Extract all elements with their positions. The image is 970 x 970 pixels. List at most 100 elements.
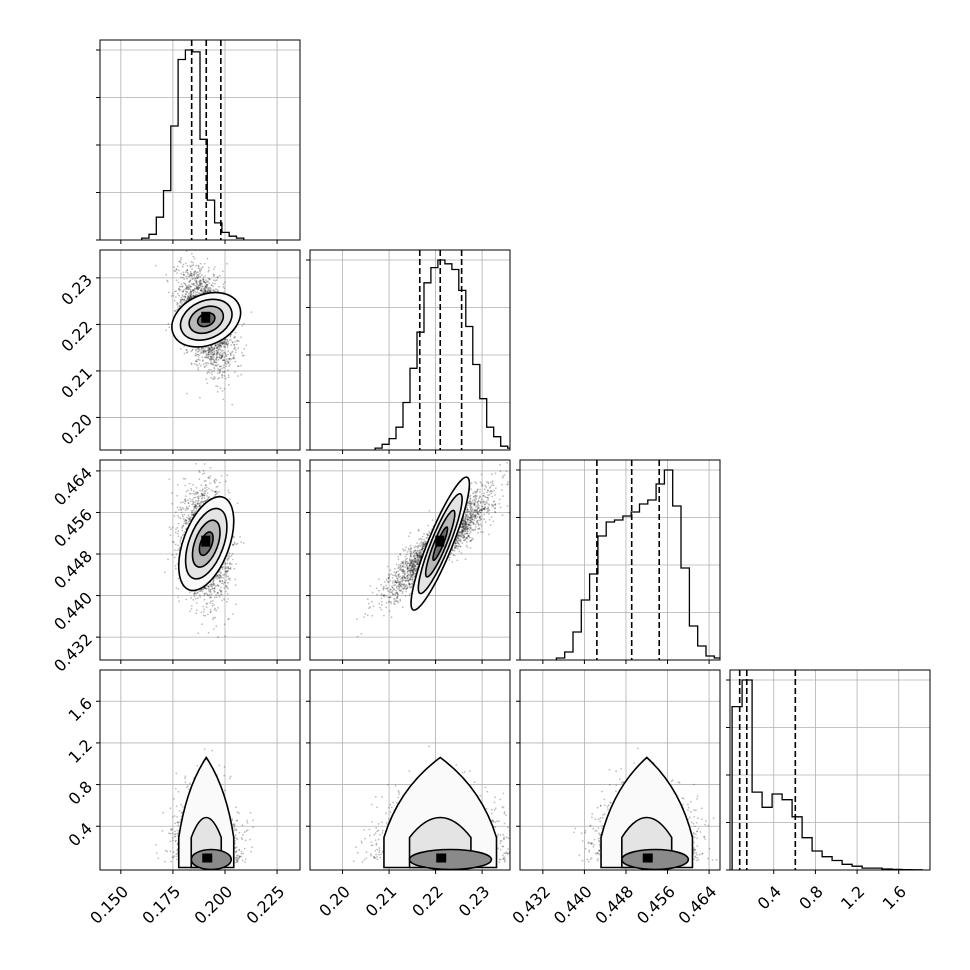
scatter-point <box>200 501 203 504</box>
scatter-point <box>226 344 229 347</box>
scatter-point <box>187 292 190 295</box>
scatter-point <box>185 519 188 522</box>
scatter-point <box>190 489 193 491</box>
scatter-point <box>187 502 190 504</box>
scatter-point <box>185 507 188 510</box>
scatter-point <box>221 355 223 357</box>
scatter-point <box>194 591 196 594</box>
scatter-point <box>183 298 186 301</box>
scatter-point <box>183 520 186 523</box>
scatter-point <box>208 586 210 588</box>
scatter-point <box>223 342 225 344</box>
scatter-point <box>219 342 222 344</box>
scatter-point <box>199 359 201 362</box>
scatter-point <box>203 494 206 497</box>
scatter-point <box>198 281 201 284</box>
scatter-point <box>227 362 230 365</box>
scatter-point <box>184 509 187 512</box>
scatter-point <box>202 347 205 350</box>
scatter-point <box>205 290 207 293</box>
scatter-point <box>222 340 225 343</box>
scatter-point <box>221 343 224 346</box>
scatter-point <box>231 558 234 561</box>
scatter-point <box>194 504 197 506</box>
scatter-point <box>234 336 236 339</box>
scatter-point <box>212 355 215 357</box>
scatter-point <box>218 344 221 346</box>
scatter-point <box>187 520 190 523</box>
scatter-point <box>215 364 217 367</box>
scatter-point <box>200 501 203 503</box>
scatter-point <box>209 611 212 614</box>
scatter-point <box>217 345 220 348</box>
scatter-point <box>201 289 203 292</box>
scatter-point <box>177 530 180 532</box>
scatter-point <box>229 334 232 337</box>
scatter-point <box>200 288 203 291</box>
scatter-point <box>179 538 182 541</box>
scatter-point <box>217 377 219 380</box>
scatter-point <box>182 276 184 279</box>
scatter-point <box>188 296 191 298</box>
scatter-point <box>217 276 219 278</box>
scatter-point <box>194 597 197 600</box>
scatter-point <box>196 288 199 291</box>
scatter-point <box>189 291 192 293</box>
scatter-point <box>208 349 211 352</box>
scatter-point <box>199 289 202 292</box>
scatter-point <box>196 271 199 274</box>
scatter-point <box>227 569 230 572</box>
scatter-point <box>233 343 236 346</box>
scatter-point <box>184 283 187 286</box>
scatter-point <box>190 513 193 516</box>
scatter-point <box>209 286 212 289</box>
scatter-point <box>191 510 194 512</box>
scatter-point <box>215 576 218 578</box>
scatter-point <box>180 296 183 299</box>
scatter-point <box>227 556 230 559</box>
scatter-point <box>187 298 189 301</box>
scatter-point <box>195 280 198 283</box>
scatter-point <box>203 350 205 353</box>
scatter-point <box>185 519 188 522</box>
scatter-point <box>194 505 197 507</box>
scatter-point <box>179 301 182 304</box>
scatter-point <box>196 502 199 505</box>
scatter-point <box>183 513 186 516</box>
scatter-point <box>187 275 190 278</box>
scatter-point <box>210 352 213 355</box>
scatter-point <box>195 287 198 290</box>
scatter-point <box>209 355 212 358</box>
scatter-point <box>205 587 208 590</box>
scatter-point <box>225 343 228 345</box>
scatter-point <box>228 365 231 367</box>
scatter-point <box>209 351 212 353</box>
scatter-point <box>165 329 168 332</box>
scatter-point <box>183 278 186 281</box>
scatter-point <box>205 350 207 352</box>
scatter-point <box>191 514 194 517</box>
scatter-point <box>188 519 191 522</box>
scatter-point <box>218 354 221 357</box>
scatter-point <box>195 281 198 283</box>
scatter-point <box>189 285 192 288</box>
scatter-point <box>208 269 211 272</box>
scatter-point <box>208 278 211 280</box>
scatter-point <box>227 353 229 356</box>
scatter-point <box>240 364 242 367</box>
scatter-point <box>197 274 199 277</box>
scatter-point <box>203 281 206 284</box>
scatter-point <box>216 485 219 488</box>
scatter-point <box>230 358 233 360</box>
scatter-point <box>214 482 216 484</box>
scatter-point <box>178 269 180 272</box>
scatter-point <box>218 347 221 349</box>
scatter-point <box>193 257 196 260</box>
scatter-point <box>192 492 195 495</box>
scatter-point <box>235 543 238 546</box>
scatter-point <box>215 357 218 360</box>
scatter-point <box>186 268 189 271</box>
scatter-point <box>185 351 188 354</box>
scatter-point <box>210 355 213 358</box>
